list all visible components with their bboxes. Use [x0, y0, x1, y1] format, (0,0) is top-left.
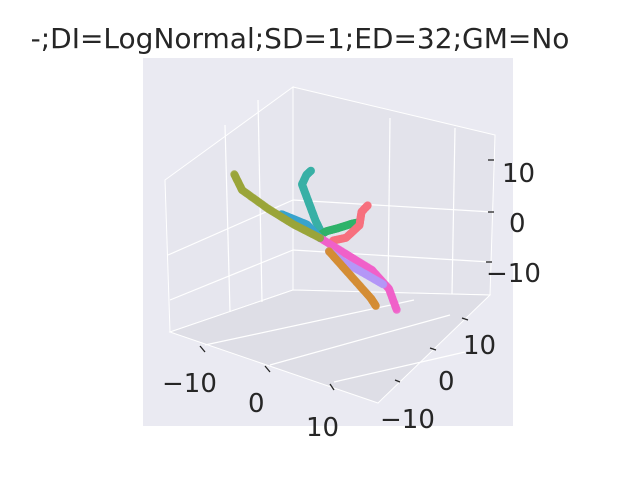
series	[325, 247, 380, 310]
y-axis-ticks: 10 0 −10	[380, 331, 496, 435]
x-tick-label: −10	[162, 369, 217, 399]
x-tick-label: 10	[306, 413, 339, 443]
tick-mark	[264, 365, 271, 373]
z-tick-label: −10	[486, 259, 541, 289]
data-point	[230, 170, 239, 179]
grid-line	[269, 314, 451, 366]
data-series	[230, 166, 401, 314]
chart-title: -;DI=LogNormal;SD=1;ED=32;GM=No	[31, 22, 570, 55]
floor-pane	[168, 289, 492, 404]
grid-lines	[167, 99, 494, 391]
grid-line	[451, 127, 456, 295]
tick-mark	[329, 383, 335, 391]
y-tick-label: −10	[380, 405, 435, 435]
data-point	[392, 305, 401, 314]
y-tick-label: 0	[438, 367, 455, 397]
data-point	[371, 301, 380, 310]
series	[329, 201, 372, 245]
x-axis-ticks: −10 0 10	[162, 369, 339, 443]
data-point	[363, 201, 372, 210]
grid-line	[224, 124, 231, 313]
tick-mark	[461, 317, 469, 321]
grid-line	[292, 199, 493, 213]
z-axis-ticks: 10 0 −10	[486, 159, 541, 289]
tick-mark	[199, 345, 206, 353]
data-point	[379, 280, 388, 289]
x-tick-label: 0	[248, 389, 265, 419]
grid-line	[333, 351, 466, 383]
series	[230, 170, 324, 242]
tick-mark	[429, 347, 437, 351]
y-tick-label: 10	[463, 331, 496, 361]
grid-line	[169, 249, 294, 301]
z-tick-label: 10	[502, 159, 535, 189]
tick-mark	[394, 379, 401, 383]
z-tick-label: 0	[509, 209, 526, 239]
